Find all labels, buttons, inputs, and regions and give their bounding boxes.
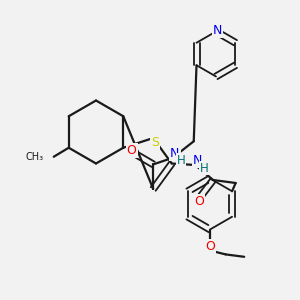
Text: N: N [193,154,202,167]
Text: S: S [151,136,159,149]
Text: H: H [177,154,185,167]
Text: N: N [170,147,179,160]
Text: O: O [127,144,136,157]
Text: O: O [205,240,215,253]
Text: O: O [194,195,204,208]
Text: CH₃: CH₃ [25,152,43,162]
Text: H: H [200,161,208,175]
Text: N: N [213,23,222,37]
